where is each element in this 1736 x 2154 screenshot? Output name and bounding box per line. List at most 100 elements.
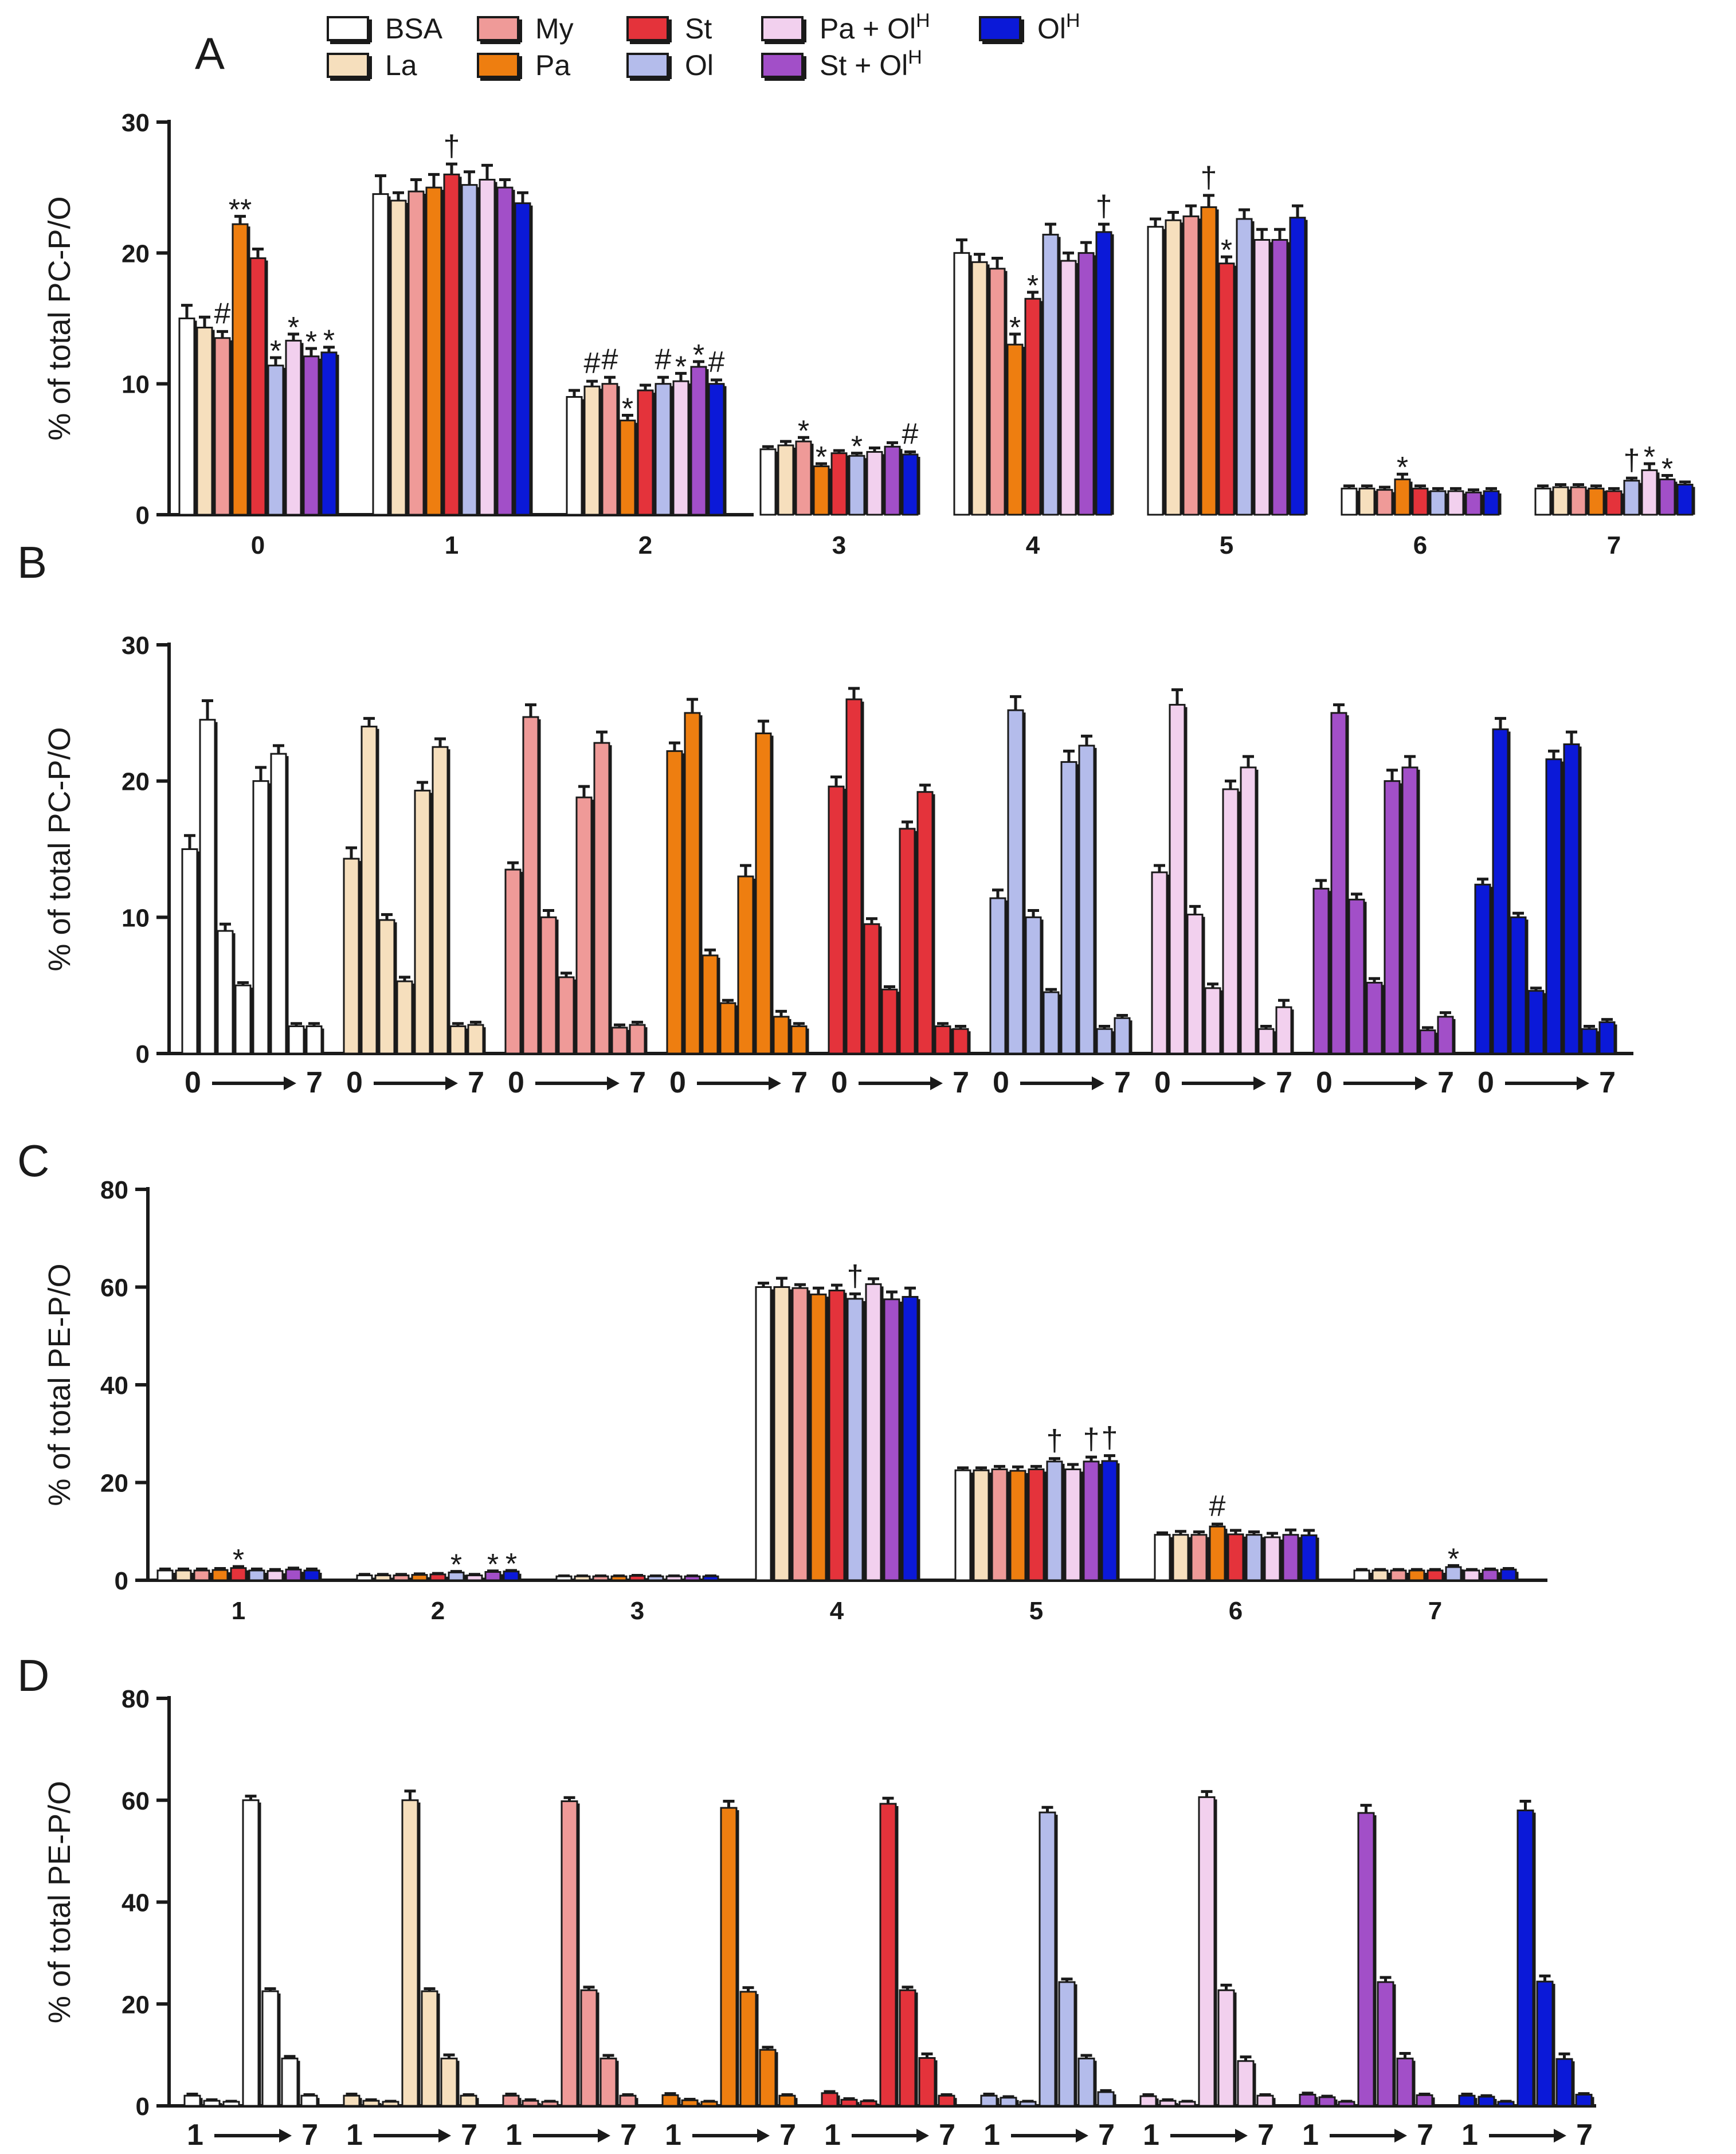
bar-group: [1139, 1790, 1276, 2107]
bar-st-ol-h-4: [1384, 769, 1402, 1055]
bar-st-1: [840, 2097, 860, 2107]
bar-st-6: [934, 1022, 953, 1055]
y-tick-label: 40: [122, 1889, 150, 1917]
bar-body: [1376, 489, 1393, 516]
bar-pa-ol-h-1: [1159, 2098, 1178, 2107]
bar-body: [378, 919, 395, 1055]
bar-group: [661, 1800, 798, 2107]
bar-body: [1151, 871, 1168, 1055]
bar-pa-ol-h-1: [267, 1568, 285, 1581]
bar-st-4: [828, 1283, 847, 1581]
bar-st-1: [230, 1565, 249, 1581]
bar-my-7: [629, 1020, 648, 1055]
bar-pa-3: [719, 998, 738, 1055]
y-axis-label: % of total PC-P/O: [42, 196, 77, 440]
bar-body: [773, 1016, 790, 1055]
bar-body: [739, 1991, 757, 2107]
bar-ol-4: [1042, 222, 1061, 516]
bar-body: [270, 753, 287, 1055]
bar-st-5: [918, 2052, 938, 2107]
bar-group: [343, 1789, 479, 2107]
y-tick-label: 80: [100, 1176, 128, 1204]
bar-body: [1178, 2101, 1196, 2107]
bar-body: [1412, 487, 1429, 516]
bar-body: [232, 223, 249, 516]
x-tick-label: 7: [1428, 1597, 1442, 1625]
bar-my-1: [407, 178, 426, 516]
bar-body: [261, 1990, 279, 2107]
bar-body: [840, 2098, 858, 2107]
legend-item-pa: Pa: [477, 49, 570, 81]
bar-st-5: [1218, 255, 1237, 516]
bar-body: [1271, 239, 1288, 516]
bar-st-6: [1412, 484, 1431, 516]
bar-group: [555, 1573, 721, 1581]
bar-bsa-3: [759, 445, 778, 516]
bar-pa-ol-h-1: [479, 163, 497, 516]
bar-body: [720, 1807, 738, 2107]
bar-bsa-0: [178, 304, 197, 516]
bar-body: [847, 1298, 864, 1581]
legend-label: Ol: [685, 49, 714, 81]
bar-bsa-5: [1147, 217, 1166, 516]
legend-label-text: St: [685, 13, 712, 45]
group-start-label: 0: [669, 1066, 686, 1099]
bar-ol-7: [1114, 1013, 1132, 1055]
bar-body: [601, 383, 618, 516]
bar-pa-ol-h-0: [1151, 864, 1170, 1055]
bar-body: [980, 2094, 998, 2107]
bar-st-ol-h-3: [884, 441, 903, 516]
bar-bsa-0: [181, 834, 200, 1055]
group-start-label: 1: [346, 2118, 363, 2152]
bar-bsa-0: [183, 2093, 203, 2107]
bar-pa-ol-h-5: [1253, 228, 1272, 516]
bar-body: [592, 1575, 609, 1581]
bar-body: [461, 184, 478, 516]
bar-pa-1: [211, 1567, 230, 1581]
bar-pa-0: [666, 741, 685, 1055]
bar-st-ol-h-4: [1377, 1976, 1396, 2107]
bar-body: [860, 2100, 877, 2107]
bar-body: [708, 383, 725, 516]
bar-body: [183, 2094, 201, 2107]
bar-body: [443, 173, 460, 516]
bar-la-6: [1172, 1530, 1191, 1581]
bar-body: [1408, 1569, 1425, 1581]
bar-body: [540, 916, 557, 1055]
bar-pa-2: [411, 1572, 430, 1581]
bar-ol-h-5: [1289, 204, 1308, 516]
bar-my-3: [561, 1796, 580, 2107]
bar-body: [610, 1575, 628, 1581]
bar-la-3: [574, 1574, 593, 1581]
bar-group: [755, 1276, 920, 1581]
bar-pa-4: [739, 1986, 759, 2107]
bar-body: [1222, 788, 1239, 1055]
bar-ol-h-6: [1575, 2092, 1594, 2107]
bar-la-5: [973, 1466, 992, 1581]
bar-group: [989, 695, 1132, 1055]
bar-st-ol-h-6: [1419, 1026, 1438, 1055]
bar-la-0: [343, 2093, 362, 2107]
bar-bsa-7: [305, 1022, 324, 1055]
legend-item-st-ol-h: St + OlH: [761, 46, 922, 81]
bar-ol-h-0: [320, 346, 339, 516]
legend-label-superscript: H: [916, 10, 930, 32]
significance-mark: #: [902, 417, 919, 451]
bar-body: [1357, 1812, 1375, 2107]
bar-body: [1046, 1460, 1063, 1581]
bar-body: [899, 1989, 916, 2107]
bar-my-4: [791, 1283, 810, 1581]
bar-my-3: [558, 972, 577, 1055]
group-start-label: 1: [1461, 2118, 1478, 2152]
bar-pa-ol-h-5: [1240, 755, 1259, 1055]
bar-bsa-2: [217, 922, 236, 1055]
bar-st-ol-h-1: [285, 1566, 304, 1581]
bar-body: [1536, 1980, 1554, 2107]
bar-pa-6: [773, 1009, 791, 1055]
bar-body: [1172, 1534, 1189, 1581]
bar-pa-0: [661, 2092, 681, 2107]
group-start-label: 1: [824, 2118, 841, 2152]
group-end-label: 7: [1276, 1066, 1292, 1099]
bar-body: [178, 318, 195, 516]
bar-bsa-6: [300, 2093, 320, 2107]
